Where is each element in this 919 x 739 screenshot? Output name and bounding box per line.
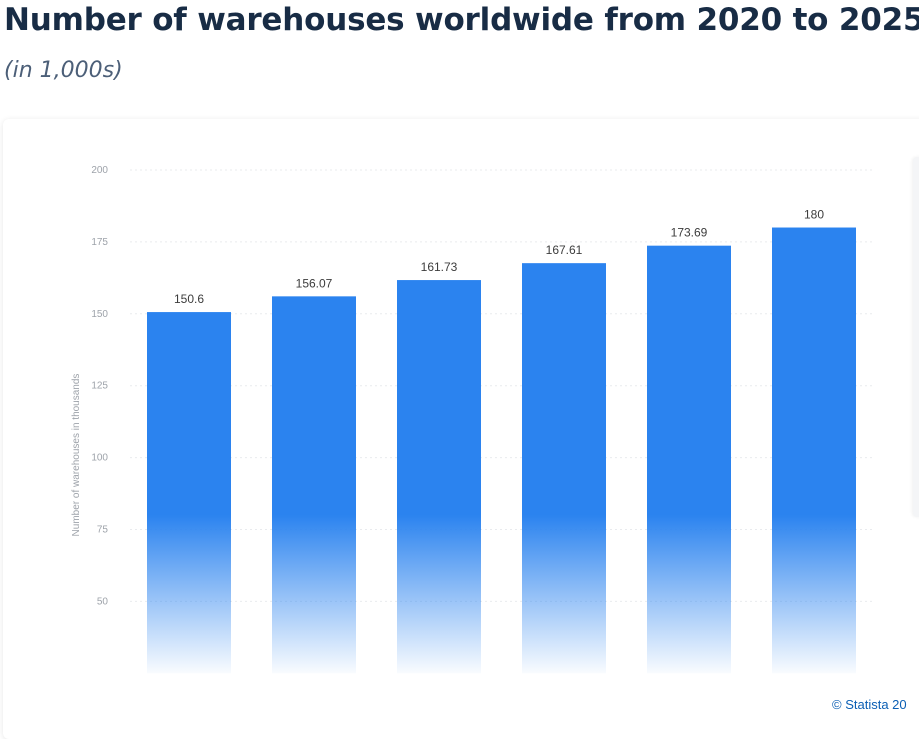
bar-value-label: 156.07: [296, 276, 333, 290]
value-labels: 150.6 156.07 161.73 167.61 173.69 180: [174, 208, 824, 307]
y-tick-label: 200: [91, 165, 108, 176]
bar-chart: 50 75 100 125 150 175 200 Number of warehouses…: [71, 165, 872, 674]
bar[interactable]: [772, 227, 856, 674]
y-tick-label: 125: [91, 381, 108, 392]
bar[interactable]: [272, 296, 356, 674]
chart-subtitle: (in 1,000s): [4, 58, 123, 83]
bar[interactable]: [647, 245, 731, 674]
chart-title: Number of warehouses worldwide from 2020…: [4, 2, 919, 38]
statista-credit-link[interactable]: © Statista 20: [832, 697, 907, 712]
bar-value-label: 161.73: [421, 260, 458, 274]
side-panel-tab[interactable]: [913, 157, 919, 517]
bar[interactable]: [522, 263, 606, 674]
bar[interactable]: [147, 312, 231, 674]
bar-value-label: 173.69: [671, 226, 708, 240]
bars: [147, 227, 856, 674]
y-axis-label: Number of warehouses in thousands: [71, 374, 82, 537]
gridlines: [130, 169, 872, 602]
y-tick-label: 75: [97, 525, 109, 536]
y-axis-ticks: 50 75 100 125 150 175 200: [91, 165, 108, 607]
bar-value-label: 167.61: [546, 243, 583, 257]
y-tick-label: 150: [91, 309, 108, 320]
y-tick-label: 100: [91, 453, 108, 464]
y-tick-label: 175: [91, 237, 108, 248]
y-tick-label: 50: [97, 596, 109, 607]
bar-value-label: 150.6: [174, 292, 204, 306]
bar[interactable]: [397, 280, 481, 674]
bar-value-label: 180: [804, 208, 824, 222]
